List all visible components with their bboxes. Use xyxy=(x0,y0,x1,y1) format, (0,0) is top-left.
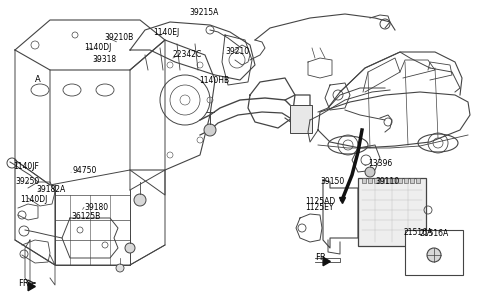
Text: 94750: 94750 xyxy=(73,166,97,175)
Text: 39210: 39210 xyxy=(226,48,250,56)
Circle shape xyxy=(365,167,375,177)
Text: 1125EY: 1125EY xyxy=(305,203,333,212)
Text: 39182A: 39182A xyxy=(36,185,65,194)
Ellipse shape xyxy=(328,136,368,154)
Bar xyxy=(380,178,384,183)
Ellipse shape xyxy=(418,134,458,152)
Bar xyxy=(392,178,396,183)
Text: 13396: 13396 xyxy=(369,159,393,168)
Bar xyxy=(374,178,378,183)
Bar xyxy=(362,178,366,183)
Text: 1140JF: 1140JF xyxy=(13,162,39,171)
Text: 1140EJ: 1140EJ xyxy=(154,28,180,37)
Circle shape xyxy=(116,264,124,272)
Bar xyxy=(404,178,408,183)
Text: 39318: 39318 xyxy=(92,55,116,64)
Text: 1140DJ: 1140DJ xyxy=(20,195,48,204)
Text: 1140HB: 1140HB xyxy=(199,76,229,85)
Text: 39215A: 39215A xyxy=(190,8,219,17)
Text: 39180: 39180 xyxy=(84,203,108,212)
Text: 39250: 39250 xyxy=(15,177,40,186)
Text: 36125B: 36125B xyxy=(71,212,100,221)
Text: 1125AD: 1125AD xyxy=(305,198,335,206)
Circle shape xyxy=(125,243,135,253)
Bar xyxy=(358,178,426,246)
Bar xyxy=(398,178,402,183)
Circle shape xyxy=(134,194,146,206)
Text: 21516A: 21516A xyxy=(403,228,432,237)
Text: 39150: 39150 xyxy=(321,177,345,186)
Text: 39110: 39110 xyxy=(375,177,399,186)
Bar xyxy=(386,178,390,183)
Text: 21516A: 21516A xyxy=(420,228,449,238)
Bar xyxy=(368,178,372,183)
Text: 39210B: 39210B xyxy=(105,33,134,42)
Bar xyxy=(416,178,420,183)
Circle shape xyxy=(204,124,216,136)
Circle shape xyxy=(427,248,441,262)
Text: FR: FR xyxy=(18,279,29,287)
Bar xyxy=(405,230,463,275)
Text: 22342C: 22342C xyxy=(173,50,202,59)
Text: 1140DJ: 1140DJ xyxy=(84,43,111,52)
Text: FR: FR xyxy=(315,254,326,263)
Text: A: A xyxy=(35,75,41,85)
Bar xyxy=(410,178,414,183)
Bar xyxy=(290,105,312,133)
